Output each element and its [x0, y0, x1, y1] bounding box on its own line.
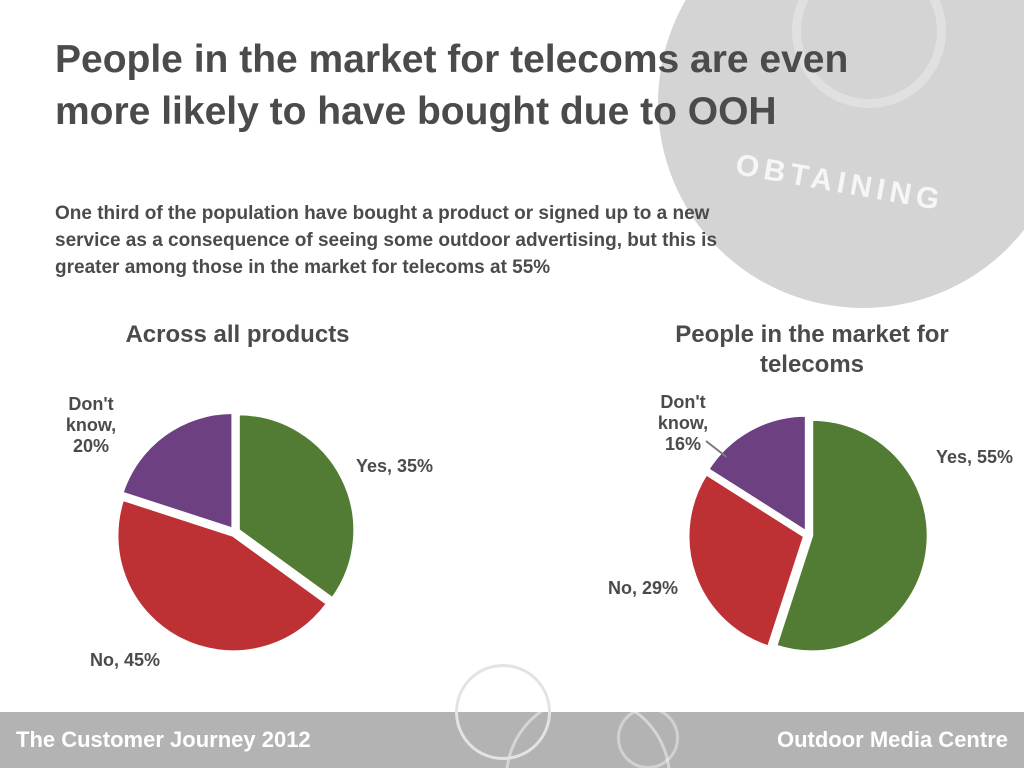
label-yes-telecoms: Yes, 55%	[936, 447, 1014, 467]
slide-title: People in the market for telecoms are ev…	[55, 34, 1005, 138]
label-dont-know-telecoms: Don't know, 16%	[657, 392, 709, 454]
watermark-ring-icon	[792, 0, 946, 108]
chart-title-telecoms: People in the market for telecoms	[675, 321, 949, 378]
pie-slice-yes	[774, 418, 930, 653]
label-no-all: No, 45%	[90, 650, 161, 670]
body-line-3: greater among those in the market for te…	[55, 257, 551, 278]
chart-title-all-products: Across all products	[125, 321, 350, 348]
label-dont-know-all: Don't know, 20%	[65, 394, 117, 456]
body-line-1: One third of the population have bought …	[55, 203, 710, 224]
slide-title-line-1: People in the market for telecoms are ev…	[55, 38, 849, 81]
pie-slice-don-t-know	[706, 414, 808, 533]
slide-title-line-2: more likely to have bought due to OOH	[55, 90, 777, 133]
pie-slice-no	[115, 498, 329, 653]
label-no-telecoms: No, 29%	[608, 578, 679, 598]
footer-left-text: The Customer Journey 2012	[16, 727, 311, 752]
footer-right-text: Outdoor Media Centre	[776, 727, 1008, 752]
body-line-2: service as a consequence of seeing some …	[55, 230, 718, 251]
pie-slice-no	[687, 472, 806, 648]
pie-chart-telecoms	[687, 414, 930, 653]
pie-chart-all-products	[115, 411, 356, 653]
pie-slice-yes	[237, 412, 356, 600]
slide-body-text: One third of the population have bought …	[55, 200, 735, 281]
pie-slice-don-t-know	[121, 411, 234, 531]
label-yes-all: Yes, 35%	[356, 456, 434, 476]
